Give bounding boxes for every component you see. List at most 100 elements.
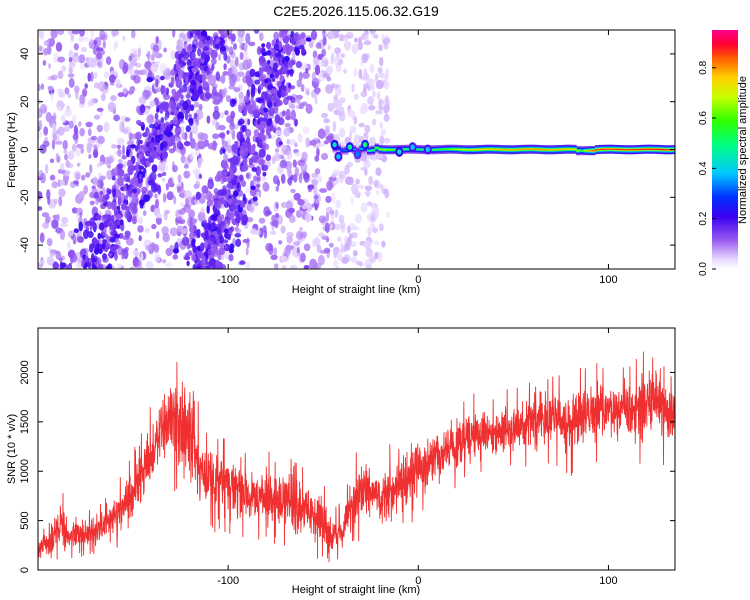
noise-blob (144, 227, 150, 234)
noise-blob (189, 131, 193, 141)
noise-blob (245, 32, 251, 44)
noise-blob (274, 218, 279, 229)
noise-blob (375, 167, 382, 177)
noise-blob (237, 121, 243, 126)
noise-blob (45, 111, 52, 123)
tone-segment (477, 148, 482, 151)
noise-blob (111, 175, 116, 181)
noise-blob (280, 173, 286, 184)
noise-blob (178, 69, 185, 79)
noise-blob (265, 124, 270, 134)
y-tick-label: 1500 (19, 410, 31, 434)
tone-segment (367, 150, 372, 152)
noise-blob (86, 56, 94, 67)
noise-blob (322, 73, 330, 78)
noise-blob (139, 145, 145, 150)
noise-blob (182, 236, 189, 246)
noise-blob (71, 55, 80, 63)
noise-blob (213, 188, 219, 194)
noise-blob (165, 126, 171, 134)
noise-blob (278, 141, 283, 146)
noise-blob (300, 32, 306, 39)
tone-segment (515, 149, 520, 151)
noise-blob (109, 236, 116, 243)
noise-blob (146, 90, 152, 97)
noise-blob (325, 195, 332, 203)
noise-blob (366, 213, 372, 222)
noise-blob (39, 30, 45, 40)
noise-blob (67, 73, 75, 78)
noise-blob (238, 91, 244, 100)
tone-blob (362, 142, 368, 148)
noise-blob (46, 38, 54, 44)
noise-blob (235, 228, 242, 234)
noise-blob (355, 178, 360, 185)
noise-blob (376, 91, 381, 100)
noise-blob (172, 161, 175, 172)
noise-blob (346, 176, 354, 186)
noise-blob (127, 90, 134, 95)
noise-blob (186, 260, 190, 267)
noise-blob (330, 214, 335, 220)
noise-blob (268, 83, 273, 91)
noise-blob (226, 183, 234, 189)
noise-blob (68, 61, 76, 68)
noise-blob (123, 184, 127, 192)
noise-blob (95, 47, 104, 52)
noise-blob (305, 137, 310, 148)
noise-blob (242, 157, 248, 166)
noise-blob (71, 253, 78, 263)
noise-blob (157, 184, 162, 195)
noise-blob (303, 243, 311, 252)
noise-blob (233, 87, 241, 93)
noise-blob (281, 30, 288, 38)
noise-blob (301, 48, 306, 54)
noise-blob (72, 233, 77, 244)
noise-blob (298, 173, 303, 184)
noise-blob (347, 108, 352, 118)
tone-segment (610, 148, 615, 150)
noise-blob (175, 216, 183, 224)
noise-blob (188, 209, 196, 219)
noise-blob (349, 233, 353, 240)
noise-blob (93, 114, 101, 120)
noise-blob (253, 129, 259, 137)
noise-blob (164, 115, 168, 121)
noise-blob (288, 207, 295, 214)
noise-blob (220, 254, 225, 261)
noise-blob (185, 125, 191, 133)
noise-blob (38, 84, 41, 92)
tone-blob (355, 151, 360, 157)
noise-blob (42, 222, 49, 229)
noise-blob (365, 34, 369, 43)
noise-blob (307, 184, 315, 190)
noise-blob (93, 191, 99, 199)
noise-blob (231, 179, 237, 186)
x-tick-label: 0 (415, 575, 421, 587)
noise-blob (385, 68, 390, 79)
noise-blob (117, 176, 124, 186)
noise-blob (137, 216, 144, 225)
tone-segment (652, 148, 657, 150)
noise-blob (102, 239, 107, 244)
noise-blob (93, 71, 98, 79)
noise-blob (157, 173, 163, 178)
noise-blob (250, 88, 256, 98)
noise-blob (74, 85, 80, 94)
noise-blob (211, 57, 217, 65)
noise-blob (215, 38, 221, 43)
noise-blob (197, 48, 202, 57)
noise-blob (180, 30, 185, 34)
noise-blob (261, 175, 267, 182)
noise-blob (245, 128, 252, 138)
noise-blob (376, 154, 384, 159)
tone-segment (344, 149, 349, 151)
noise-blob (57, 105, 61, 111)
noise-blob (150, 54, 155, 62)
noise-blob (40, 83, 45, 90)
noise-blob (240, 180, 247, 188)
noise-blob (161, 226, 169, 236)
noise-blob (267, 162, 272, 168)
tone-segment (370, 149, 376, 151)
